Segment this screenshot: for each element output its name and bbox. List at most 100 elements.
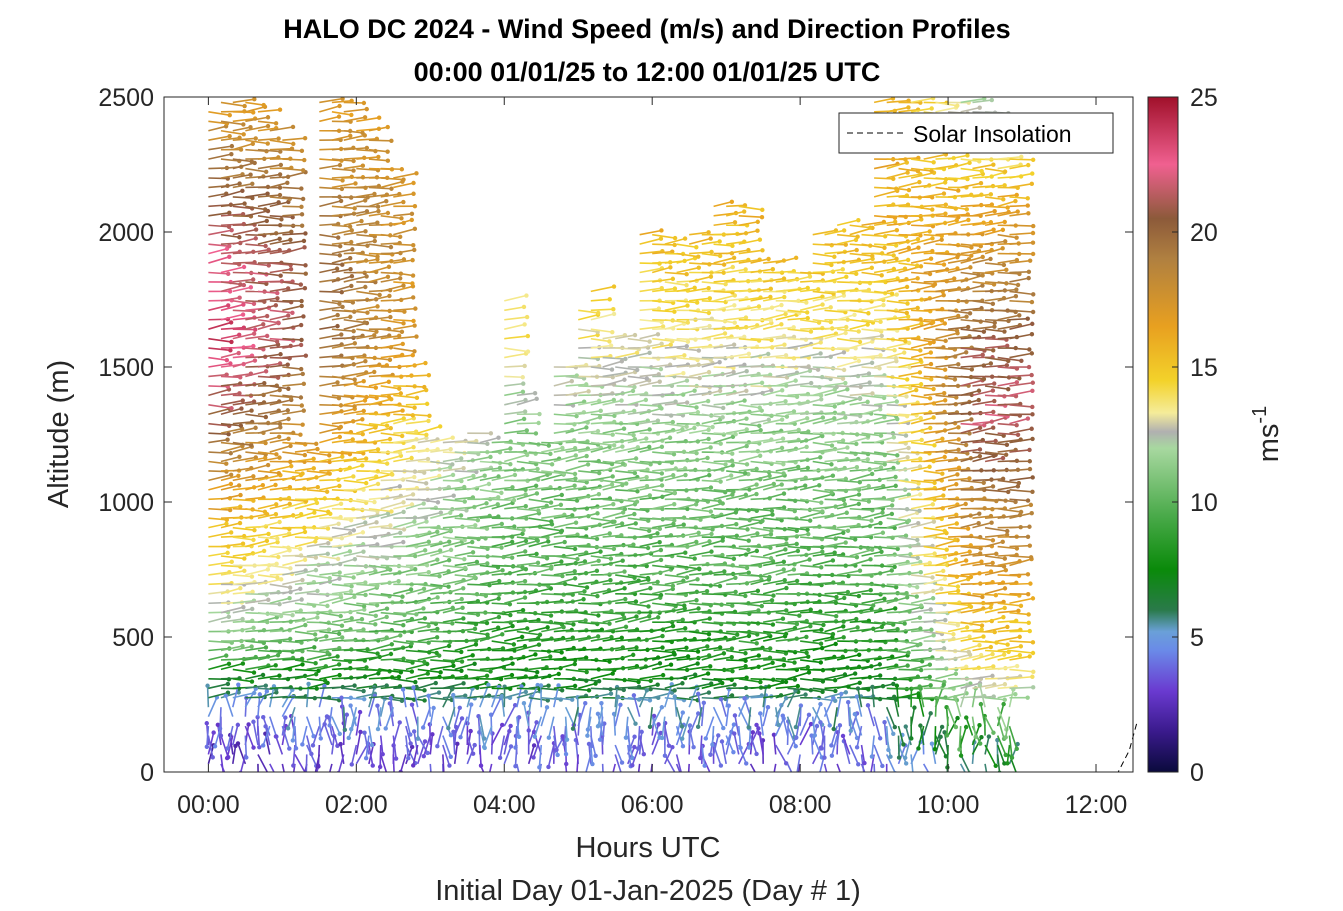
wind-barb-shaft xyxy=(726,676,747,680)
wind-barb-shaft xyxy=(232,237,256,245)
wind-barb-head xyxy=(279,217,284,222)
wind-barb-shaft xyxy=(294,726,297,749)
wind-barb-shaft xyxy=(269,526,290,530)
wind-barb-head xyxy=(499,521,505,527)
wind-barb-head xyxy=(635,489,640,494)
wind-barb-head xyxy=(285,180,290,186)
wind-barb-head xyxy=(339,623,345,628)
wind-barb-shaft xyxy=(319,343,342,349)
wind-barb-head xyxy=(411,191,416,196)
wind-barb-head xyxy=(349,112,354,118)
wind-barb-head xyxy=(607,339,612,344)
wind-barb-head xyxy=(746,725,751,730)
wind-barb-shaft xyxy=(245,139,268,145)
wind-barb-shaft xyxy=(245,347,264,351)
wind-barb-head xyxy=(728,473,734,478)
wind-barb-shaft xyxy=(380,309,405,313)
wind-barb-head xyxy=(398,530,403,536)
wind-barb-shaft xyxy=(343,479,367,484)
wind-barb-head xyxy=(710,742,715,747)
wind-barb-head xyxy=(385,511,391,516)
wind-barb-shaft xyxy=(220,382,241,387)
wind-barb-shaft xyxy=(245,401,265,406)
wind-barb-head xyxy=(447,763,452,768)
wind-barb-shaft xyxy=(306,526,329,530)
wind-barb-head xyxy=(384,683,389,688)
wind-barb-head xyxy=(695,661,700,666)
wind-barb-head xyxy=(671,650,676,655)
wind-barb-head xyxy=(246,722,251,727)
wind-barb-shaft xyxy=(380,417,404,425)
wind-barb-head xyxy=(694,245,699,250)
wind-barb-head xyxy=(223,693,228,698)
wind-barb-shaft xyxy=(257,640,280,643)
wind-barb-shaft xyxy=(343,608,365,614)
wind-barb-head xyxy=(747,745,752,750)
wind-barb-head xyxy=(350,247,355,252)
wind-barb-head xyxy=(375,703,380,708)
wind-barb-shaft xyxy=(208,683,229,690)
wind-barb-head xyxy=(622,569,627,574)
wind-barb-head xyxy=(470,653,475,658)
wind-barb-head xyxy=(299,656,305,662)
wind-barb-head xyxy=(384,461,390,466)
wind-barb-shaft xyxy=(282,337,302,341)
wind-barb-head xyxy=(659,483,665,488)
wind-barb-head xyxy=(730,463,735,468)
wind-barb-head xyxy=(534,396,539,402)
wind-barb-shaft xyxy=(319,436,341,444)
wind-barb-head xyxy=(792,660,797,665)
wind-barb-head xyxy=(549,564,554,570)
wind-barb-head xyxy=(672,242,677,248)
wind-barb-shaft xyxy=(331,268,351,274)
wind-barb-head xyxy=(299,148,305,154)
wind-barb-shaft xyxy=(257,318,279,324)
wind-barb-head xyxy=(510,485,515,490)
wind-barb-head xyxy=(609,367,615,372)
wind-barb-shaft xyxy=(208,135,230,141)
wind-barb-head xyxy=(361,627,366,632)
wind-barb-head xyxy=(658,547,664,553)
wind-barb-head xyxy=(721,651,727,656)
wind-barb-head xyxy=(534,669,540,675)
wind-barb-head xyxy=(290,215,295,220)
wind-barb-head xyxy=(732,682,737,687)
wind-barb-head xyxy=(659,735,665,741)
wind-barb-head xyxy=(620,444,625,449)
wind-barb-head xyxy=(525,626,530,631)
wind-barb-shaft xyxy=(208,663,230,671)
wind-barb-head xyxy=(285,726,291,731)
wind-barb-head xyxy=(277,361,283,366)
wind-barb-head xyxy=(559,528,565,534)
wind-barb-shaft xyxy=(232,599,255,605)
wind-barb-head xyxy=(451,663,456,668)
wind-barb-head xyxy=(435,529,440,535)
wind-barb-head xyxy=(770,267,776,272)
wind-barb-head xyxy=(228,348,233,353)
wind-barb-head xyxy=(784,414,790,419)
wind-barb-head xyxy=(229,559,234,565)
wind-barb-shaft xyxy=(207,745,215,765)
wind-barb-shaft xyxy=(380,668,401,674)
wind-barb-shaft xyxy=(343,593,366,596)
wind-barb-head xyxy=(754,722,759,728)
wind-barb-shaft xyxy=(257,400,280,406)
wind-barb-head xyxy=(409,669,415,674)
wind-barb-head xyxy=(632,511,637,517)
wind-barb-head xyxy=(410,295,416,300)
wind-barb-head xyxy=(240,541,246,546)
wind-barb-shaft xyxy=(356,363,380,368)
wind-barb-shaft xyxy=(343,275,367,283)
wind-barb-shaft xyxy=(282,675,306,680)
wind-barb-head xyxy=(325,650,330,655)
wind-barb-head xyxy=(784,585,789,591)
wind-barb-head xyxy=(365,243,370,248)
wind-barb-head xyxy=(412,349,417,354)
wind-barb-shaft xyxy=(269,564,291,570)
wind-barb-head xyxy=(646,614,652,619)
wind-barb-shaft xyxy=(306,542,329,548)
wind-barb-head xyxy=(412,405,417,410)
wind-barb-shaft xyxy=(220,352,239,359)
wind-barb-shaft xyxy=(208,362,231,368)
wind-barb-shaft xyxy=(331,167,354,172)
